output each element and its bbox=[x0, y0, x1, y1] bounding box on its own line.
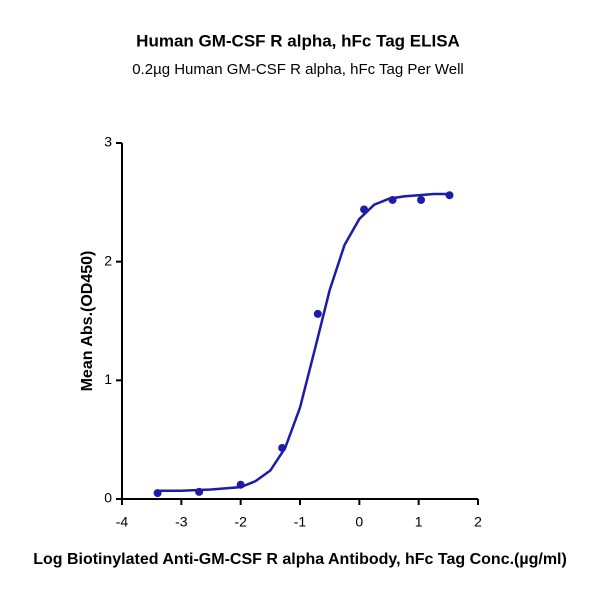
data-point bbox=[417, 195, 426, 204]
data-point bbox=[153, 489, 162, 498]
y-tick-label: 1 bbox=[104, 371, 112, 387]
y-tick-label: 0 bbox=[104, 490, 112, 506]
y-tick-label: 3 bbox=[104, 134, 112, 150]
data-point bbox=[388, 195, 397, 204]
chart-title: Human GM-CSF R alpha, hFc Tag ELISA bbox=[136, 31, 460, 50]
x-tick-label: -2 bbox=[234, 514, 247, 530]
data-point bbox=[195, 487, 204, 496]
x-tick-label: -4 bbox=[116, 514, 129, 530]
y-axis-label: Mean Abs.(OD450) bbox=[79, 251, 96, 392]
data-point bbox=[360, 205, 369, 214]
x-tick-label: -1 bbox=[294, 514, 307, 530]
data-point bbox=[236, 480, 245, 489]
x-tick-label: 2 bbox=[474, 514, 482, 530]
x-axis-label: Log Biotinylated Anti-GM-CSF R alpha Ant… bbox=[33, 551, 567, 568]
data-point bbox=[313, 309, 322, 318]
data-point bbox=[278, 443, 287, 452]
data-point bbox=[445, 191, 454, 200]
x-tick-label: -3 bbox=[175, 514, 188, 530]
y-tick-label: 2 bbox=[104, 252, 112, 268]
fit-curve bbox=[157, 192, 450, 492]
x-tick-label: 0 bbox=[355, 514, 363, 530]
x-tick-label: 1 bbox=[415, 514, 423, 530]
chart-subtitle: 0.2µg Human GM-CSF R alpha, hFc Tag Per … bbox=[132, 61, 464, 78]
